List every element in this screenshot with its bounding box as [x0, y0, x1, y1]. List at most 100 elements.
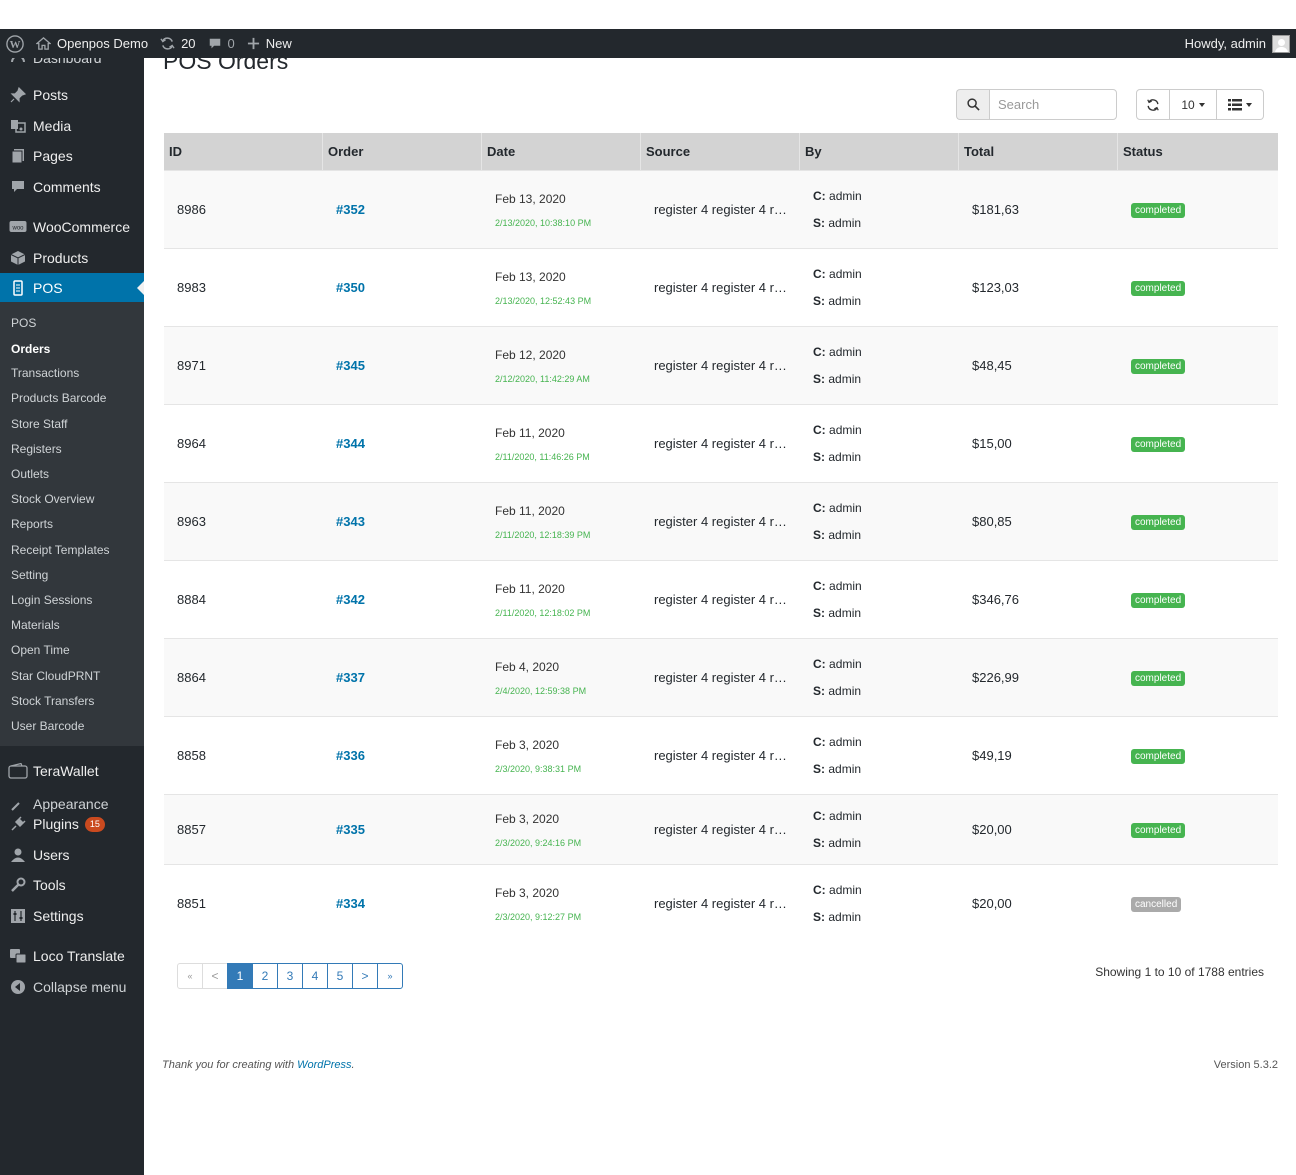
cashier-line: C: admin: [813, 809, 959, 823]
submenu-item-reports[interactable]: Reports: [11, 517, 54, 531]
order-link[interactable]: #336: [336, 748, 365, 763]
collapse-menu-button[interactable]: Collapse menu: [0, 972, 144, 1002]
order-link[interactable]: #345: [336, 358, 365, 373]
menu-item-dashboard-partial[interactable]: Dashboard: [0, 58, 144, 73]
menu-label-pages: Pages: [33, 148, 73, 164]
cashier-name: admin: [829, 883, 862, 897]
cell-total: $15,00: [972, 436, 1012, 451]
new-content-link[interactable]: New: [241, 29, 298, 58]
page-button[interactable]: 2: [252, 963, 278, 989]
page-size-dropdown[interactable]: 10: [1170, 89, 1217, 120]
order-link[interactable]: #337: [336, 670, 365, 685]
menu-item-tools[interactable]: Tools: [0, 870, 144, 900]
first-page-button[interactable]: «: [177, 963, 203, 989]
order-link[interactable]: #335: [336, 822, 365, 837]
site-name-link[interactable]: Openpos Demo: [30, 29, 154, 58]
cell-by: C: admin S: admin: [800, 267, 959, 308]
last-page-button[interactable]: »: [377, 963, 403, 989]
order-link[interactable]: #334: [336, 896, 365, 911]
seller-name: admin: [828, 294, 862, 308]
submenu-item-stock-transfers[interactable]: Stock Transfers: [11, 694, 95, 708]
order-date: Feb 3, 2020: [495, 737, 560, 752]
menu-item-plugins[interactable]: Plugins 15: [0, 809, 144, 839]
column-header-id[interactable]: ID: [164, 133, 323, 170]
page-button[interactable]: 3: [277, 963, 303, 989]
cell-source: register 4 register 4 r…: [654, 436, 787, 451]
menu-item-pages[interactable]: Pages: [0, 141, 144, 171]
cell-source: register 4 register 4 r…: [654, 202, 787, 217]
cell-date: Feb 13, 2020 2/13/2020, 12:52:43 PM: [482, 270, 641, 306]
menu-item-users[interactable]: Users: [0, 840, 144, 870]
seller-label: S:: [813, 836, 825, 850]
column-header-total[interactable]: Total: [959, 133, 1118, 170]
submenu-item-transactions[interactable]: Transactions: [11, 366, 80, 380]
order-datetime: 2/3/2020, 9:12:27 PM: [495, 911, 582, 922]
updates-icon: [160, 36, 175, 51]
menu-item-terawallet[interactable]: TeraWallet: [0, 756, 144, 786]
cashier-name: admin: [829, 267, 862, 281]
comments-link[interactable]: 0: [202, 29, 241, 58]
wordpress-logo-icon[interactable]: W: [0, 29, 30, 58]
submenu-item-materials[interactable]: Materials: [11, 618, 60, 632]
menu-item-woocommerce[interactable]: woo WooCommerce: [0, 212, 144, 242]
columns-dropdown[interactable]: [1217, 89, 1264, 120]
order-link[interactable]: #352: [336, 202, 365, 217]
order-date: Feb 4, 2020: [495, 659, 560, 674]
submenu-item-products-barcode[interactable]: Products Barcode: [11, 391, 107, 405]
menu-item-loco-translate[interactable]: Loco Translate: [0, 941, 144, 971]
order-link[interactable]: #342: [336, 592, 365, 607]
status-badge: completed: [1131, 437, 1186, 452]
updates-link[interactable]: 20: [154, 29, 201, 58]
next-page-button[interactable]: >: [352, 963, 378, 989]
submenu-item-login-sessions[interactable]: Login Sessions: [11, 593, 93, 607]
search-input[interactable]: [989, 89, 1117, 120]
cell-source: register 4 register 4 r…: [654, 592, 787, 607]
order-link[interactable]: #344: [336, 436, 365, 451]
column-header-order[interactable]: Order: [323, 133, 482, 170]
prev-page-button[interactable]: <: [202, 963, 228, 989]
submenu-item-user-barcode[interactable]: User Barcode: [11, 719, 85, 733]
cashier-label: C:: [813, 809, 826, 823]
cashier-line: C: admin: [813, 501, 959, 515]
cell-by: C: admin S: admin: [800, 735, 959, 776]
order-link[interactable]: #343: [336, 514, 365, 529]
menu-item-posts[interactable]: Posts: [0, 80, 144, 110]
caret-down-icon: [1246, 102, 1252, 107]
submenu-item-registers[interactable]: Registers: [11, 442, 62, 456]
refresh-button[interactable]: [1136, 89, 1170, 120]
menu-item-media[interactable]: Media: [0, 111, 144, 141]
menu-item-products[interactable]: Products: [0, 243, 144, 273]
submenu-item-open-time[interactable]: Open Time: [11, 643, 70, 657]
submenu-item-star-cloudprnt[interactable]: Star CloudPRNT: [11, 669, 101, 683]
menu-item-comments[interactable]: Comments: [0, 172, 144, 202]
cell-status: completed: [1118, 201, 1278, 218]
my-account[interactable]: Howdy, admin: [1185, 34, 1296, 53]
status-badge: cancelled: [1131, 897, 1182, 912]
wordpress-link[interactable]: WordPress: [297, 1059, 352, 1071]
column-header-source[interactable]: Source: [641, 133, 800, 170]
cell-source: register 4 register 4 r…: [654, 514, 787, 529]
cell-status: completed: [1118, 279, 1278, 296]
submenu-item-receipt-templates[interactable]: Receipt Templates: [11, 543, 110, 557]
column-header-status[interactable]: Status: [1123, 144, 1163, 159]
home-icon: [36, 36, 51, 51]
column-header-date[interactable]: Date: [482, 133, 641, 170]
submenu-item-pos[interactable]: POS: [11, 316, 37, 330]
order-link[interactable]: #350: [336, 280, 365, 295]
search-button[interactable]: [956, 89, 989, 120]
page-button[interactable]: 4: [302, 963, 328, 989]
submenu-item-orders[interactable]: Orders: [11, 342, 51, 356]
submenu-item-setting[interactable]: Setting: [11, 568, 49, 582]
submenu-item-outlets[interactable]: Outlets: [11, 467, 50, 481]
status-badge: completed: [1131, 359, 1186, 374]
menu-item-pos[interactable]: POS: [0, 273, 144, 303]
submenu-item-store-staff[interactable]: Store Staff: [11, 417, 68, 431]
seller-name: admin: [828, 528, 862, 542]
submenu-item-stock-overview[interactable]: Stock Overview: [11, 492, 95, 506]
menu-item-appearance-partial[interactable]: Appearance: [0, 793, 144, 815]
page-button[interactable]: 5: [327, 963, 353, 989]
menu-item-settings[interactable]: Settings: [0, 901, 144, 931]
page-button-current[interactable]: 1: [227, 963, 253, 989]
settings-icon: [8, 906, 28, 926]
column-header-by[interactable]: By: [800, 133, 959, 170]
